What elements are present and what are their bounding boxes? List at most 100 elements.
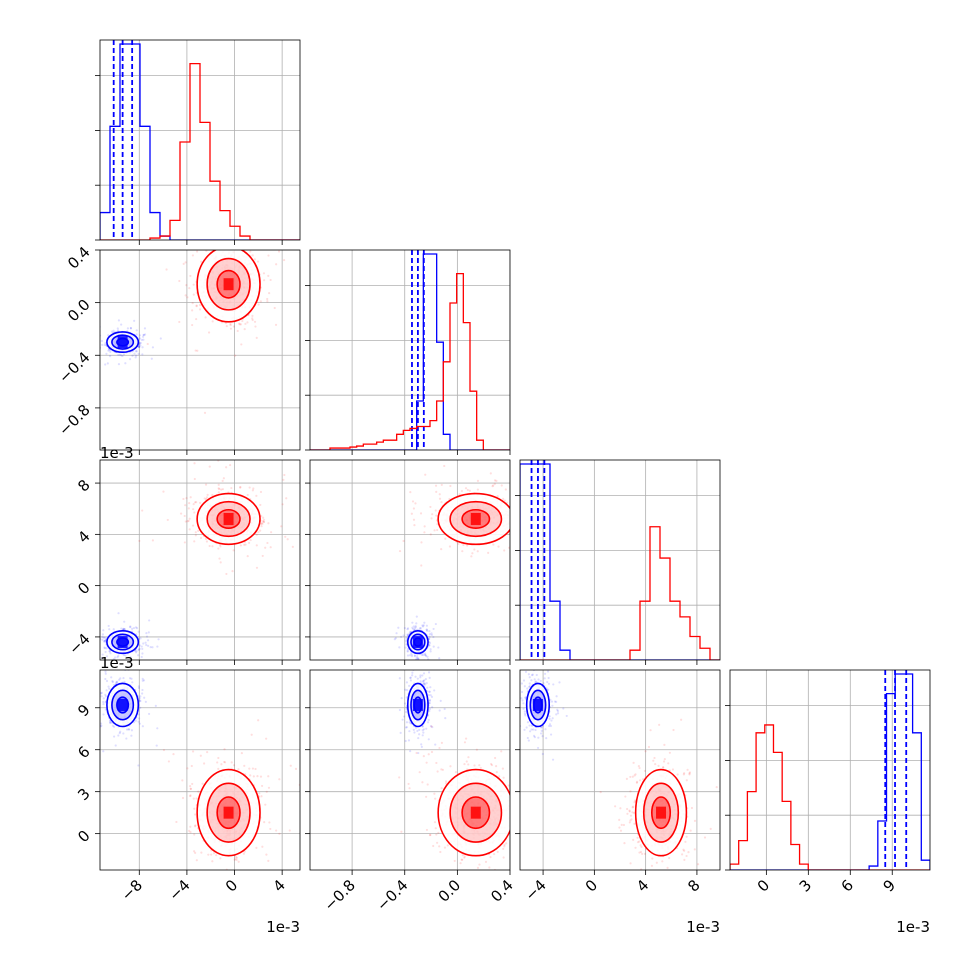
- scatter-point: [267, 522, 269, 524]
- y-tick-label: 8: [74, 476, 93, 495]
- scatter-point: [123, 353, 125, 355]
- scatter-point: [420, 627, 422, 629]
- scatter-point: [430, 650, 432, 652]
- scatter-point: [252, 487, 254, 489]
- density-peak-blue: [118, 699, 128, 711]
- scatter-point: [199, 308, 201, 310]
- scatter-point: [208, 331, 210, 333]
- scatter-point: [192, 302, 194, 304]
- density-peak-red: [224, 513, 234, 525]
- scatter-point: [261, 522, 263, 524]
- scatter-point: [160, 337, 162, 339]
- scatter-point: [513, 523, 515, 525]
- scatter-point: [191, 783, 193, 785]
- scatter-point: [514, 527, 516, 529]
- scatter-point: [219, 545, 221, 547]
- scatter-point: [182, 498, 184, 500]
- scatter-point: [292, 546, 294, 548]
- y-tick-label: −0.8: [55, 401, 93, 439]
- scatter-point: [252, 319, 254, 321]
- scatter-point: [136, 333, 138, 335]
- scatter-point: [212, 320, 214, 322]
- scatter-point: [274, 307, 276, 309]
- scatter-point: [122, 677, 124, 679]
- scatter-point: [142, 678, 144, 680]
- scatter-point: [224, 242, 226, 244]
- y-tick-label: 0: [74, 579, 93, 598]
- scatter-point: [510, 525, 512, 527]
- scatter-point: [502, 498, 504, 500]
- scatter-point: [180, 512, 182, 514]
- scatter-point: [141, 656, 143, 658]
- scatter-point: [278, 250, 280, 252]
- scatter-point: [256, 337, 258, 339]
- scatter-point: [200, 261, 202, 263]
- scatter-point: [404, 627, 406, 629]
- scatter-point: [108, 688, 110, 690]
- scatter-point: [105, 651, 107, 653]
- scatter-point: [131, 355, 133, 357]
- scatter-point: [429, 661, 431, 663]
- scatter-point: [110, 676, 112, 678]
- scatter-point: [205, 483, 207, 485]
- scatter-point: [185, 497, 187, 499]
- scatter-point: [423, 622, 425, 624]
- scatter-point: [94, 337, 96, 339]
- y-tick-label: 4: [74, 527, 93, 546]
- scatter-point: [197, 225, 199, 227]
- scatter-point: [217, 246, 219, 248]
- scatter-point: [414, 502, 416, 504]
- scatter-point: [143, 697, 145, 699]
- scatter-point: [449, 545, 451, 547]
- scatter-point: [470, 555, 472, 557]
- scatter-point: [230, 328, 232, 330]
- scatter-point: [283, 474, 285, 476]
- scatter-point: [186, 767, 188, 769]
- scatter-point: [103, 640, 105, 642]
- scatter-point: [218, 491, 220, 493]
- scatter-point: [407, 650, 409, 652]
- scatter-point: [120, 627, 122, 629]
- scatter-point: [144, 327, 146, 329]
- scatter-point: [441, 484, 443, 486]
- scatter-point: [511, 529, 513, 531]
- scatter-point: [462, 544, 464, 546]
- scatter-point: [449, 485, 451, 487]
- scatter-point: [266, 300, 268, 302]
- scatter-point: [193, 540, 195, 542]
- scatter-point: [259, 530, 261, 532]
- scatter-point: [409, 491, 411, 493]
- scatter-point: [92, 702, 94, 704]
- panel-1-0: −0.8−0.40.00.4: [55, 212, 300, 455]
- scatter-point: [432, 628, 434, 630]
- scatter-point: [429, 506, 431, 508]
- scatter-point: [135, 720, 137, 722]
- scatter-point: [254, 325, 256, 327]
- scatter-point: [135, 350, 137, 352]
- panel-frame: [310, 250, 510, 450]
- scatter-point: [119, 731, 121, 733]
- y-tick-label: 0.0: [64, 296, 94, 326]
- scatter-point: [256, 534, 258, 536]
- scatter-point: [260, 491, 262, 493]
- scatter-point: [141, 346, 143, 348]
- scatter-point: [125, 737, 127, 739]
- scatter-point: [416, 616, 418, 618]
- scatter-point: [157, 638, 159, 640]
- scatter-point: [426, 630, 428, 632]
- scatter-point: [467, 489, 469, 491]
- scatter-point: [280, 227, 282, 229]
- scatter-point: [289, 829, 291, 831]
- scatter-point: [190, 496, 192, 498]
- panel-2-1-content: [310, 460, 558, 668]
- scatter-point: [195, 501, 197, 503]
- scatter-point: [147, 343, 149, 345]
- scatter-point: [395, 637, 397, 639]
- scatter-point: [540, 509, 542, 511]
- scatter-point: [136, 329, 138, 331]
- scatter-point: [138, 685, 140, 687]
- scatter-point: [102, 703, 104, 705]
- panel-3-0-content: [90, 652, 300, 895]
- scatter-point: [430, 533, 432, 535]
